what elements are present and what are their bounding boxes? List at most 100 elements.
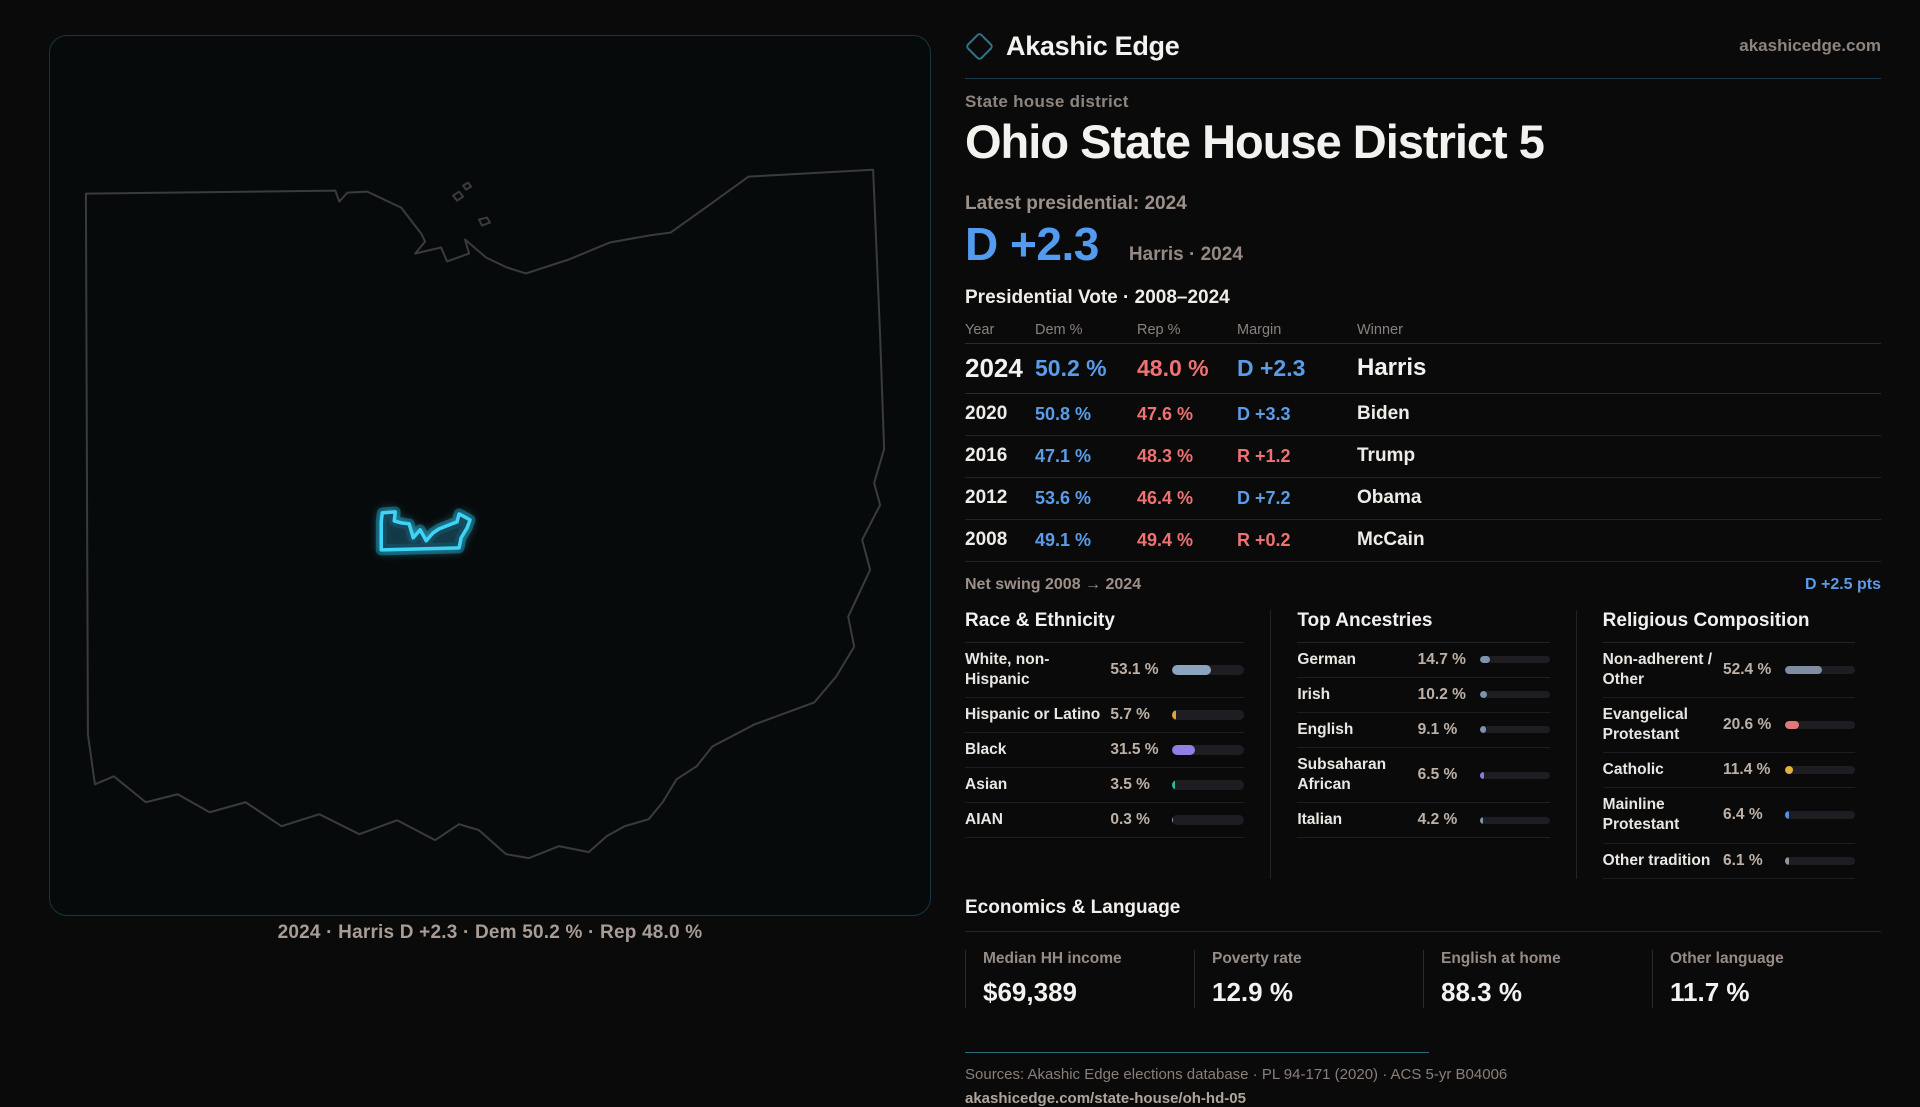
bar-track	[1172, 710, 1244, 720]
stat-row: Hispanic or Latino 5.7 %	[965, 698, 1244, 733]
latest-label: Latest presidential: 2024	[965, 193, 1881, 215]
cell-year: 2016	[965, 445, 1035, 467]
bar-fill	[1480, 691, 1487, 698]
bar-fill	[1172, 745, 1195, 755]
cell-dem: 49.1 %	[1035, 530, 1137, 551]
cell-winner: McCain	[1357, 529, 1881, 551]
cell-dem: 53.6 %	[1035, 488, 1137, 509]
bar-fill	[1785, 721, 1799, 729]
net-swing-label: Net swing 2008 → 2024	[965, 576, 1141, 594]
ohio-map	[50, 36, 930, 915]
table-header-row: Year Dem % Rep % Margin Winner	[965, 317, 1881, 344]
kicker: State house district	[965, 92, 1881, 112]
bar-track	[1785, 857, 1855, 865]
brand-row: Akashic Edge akashicedge.com	[965, 28, 1881, 64]
cell-dem: 50.2 %	[1035, 355, 1137, 382]
table-row: 2008 49.1 % 49.4 % R +0.2 McCain	[965, 520, 1881, 562]
col-margin: Margin	[1237, 322, 1357, 338]
headline-context: Harris · 2024	[1129, 244, 1243, 266]
cell-winner: Harris	[1357, 354, 1881, 382]
net-swing-value: D +2.5 pts	[1805, 576, 1881, 594]
col-dem: Dem %	[1035, 322, 1137, 338]
cell-winner: Biden	[1357, 403, 1881, 425]
stat-row: Irish 10.2 %	[1297, 678, 1549, 713]
table-row: 2012 53.6 % 46.4 % D +7.2 Obama	[965, 478, 1881, 520]
cell-rep: 48.3 %	[1137, 446, 1237, 467]
stat-row: Mainline Protestant 6.4 %	[1603, 788, 1855, 843]
bar-fill	[1172, 710, 1176, 720]
brand: Akashic Edge	[965, 31, 1179, 62]
table-row: 2020 50.8 % 47.6 % D +3.3 Biden	[965, 394, 1881, 436]
diamond-logo-icon	[965, 31, 995, 61]
economics-grid: Median HH income $69,389 Poverty rate 12…	[965, 950, 1881, 1008]
bar-track	[1480, 691, 1550, 698]
bar-track	[1172, 780, 1244, 790]
bar-fill	[1785, 766, 1793, 774]
cell-margin: D +3.3	[1237, 404, 1357, 425]
brand-site-link[interactable]: akashicedge.com	[1739, 36, 1881, 56]
religion-heading: Religious Composition	[1603, 610, 1855, 632]
race-column: Race & Ethnicity White, non-Hispanic 53.…	[965, 610, 1270, 879]
economics-heading: Economics & Language	[965, 897, 1881, 919]
stat-other-language: Other language 11.7 %	[1652, 950, 1881, 1008]
bar-track	[1480, 726, 1550, 733]
stat-row: White, non-Hispanic 53.1 %	[965, 643, 1244, 698]
bar-fill	[1785, 857, 1789, 865]
bar-track	[1785, 811, 1855, 819]
race-heading: Race & Ethnicity	[965, 610, 1244, 632]
stat-poverty-rate: Poverty rate 12.9 %	[1194, 950, 1423, 1008]
cell-rep: 46.4 %	[1137, 488, 1237, 509]
stat-row: Catholic 11.4 %	[1603, 753, 1855, 788]
religion-column: Religious Composition Non-adherent / Oth…	[1576, 610, 1881, 879]
headline: D +2.3 Harris · 2024	[965, 217, 1881, 271]
map-caption: 2024 · Harris D +2.3 · Dem 50.2 % · Rep …	[49, 922, 931, 944]
bar-fill	[1172, 780, 1175, 790]
cell-margin: D +2.3	[1237, 355, 1357, 382]
demographics-grid: Race & Ethnicity White, non-Hispanic 53.…	[965, 610, 1881, 879]
bar-fill	[1785, 666, 1822, 674]
stat-row: Italian 4.2 %	[1297, 803, 1549, 838]
table-title: Presidential Vote · 2008–2024	[965, 287, 1881, 309]
bar-track	[1480, 817, 1550, 824]
col-year: Year	[965, 322, 1035, 338]
stat-row: English 9.1 %	[1297, 713, 1549, 748]
bar-fill	[1480, 656, 1490, 663]
lake-erie-islands	[453, 183, 490, 226]
ohio-outline	[86, 170, 884, 858]
brand-name: Akashic Edge	[1006, 31, 1179, 62]
cell-winner: Trump	[1357, 445, 1881, 467]
bar-track	[1785, 721, 1855, 729]
col-winner: Winner	[1357, 322, 1881, 338]
cell-year: 2012	[965, 487, 1035, 509]
headline-margin: D +2.3	[965, 217, 1099, 271]
net-swing: Net swing 2008 → 2024 D +2.5 pts	[965, 562, 1881, 594]
bar-track	[1172, 815, 1244, 825]
stat-row: Non-adherent / Other 52.4 %	[1603, 643, 1855, 698]
table-row: 2016 47.1 % 48.3 % R +1.2 Trump	[965, 436, 1881, 478]
bar-track	[1172, 745, 1244, 755]
stat-row: Evangelical Protestant 20.6 %	[1603, 698, 1855, 753]
cell-margin: R +1.2	[1237, 446, 1357, 467]
bar-fill	[1480, 817, 1483, 824]
cell-dem: 50.8 %	[1035, 404, 1137, 425]
ancestry-heading: Top Ancestries	[1297, 610, 1549, 632]
stat-row: Other tradition 6.1 %	[1603, 844, 1855, 879]
cell-margin: R +0.2	[1237, 530, 1357, 551]
cell-rep: 47.6 %	[1137, 404, 1237, 425]
footer-divider	[965, 1052, 1429, 1053]
ancestry-column: Top Ancestries German 14.7 % Irish 10.2 …	[1270, 610, 1575, 879]
stat-median-income: Median HH income $69,389	[965, 950, 1194, 1008]
stat-row: AIAN 0.3 %	[965, 803, 1244, 838]
cell-rep: 49.4 %	[1137, 530, 1237, 551]
bar-fill	[1480, 772, 1485, 779]
cell-year: 2008	[965, 529, 1035, 551]
stat-row: Asian 3.5 %	[965, 768, 1244, 803]
economics-divider	[965, 931, 1881, 932]
cell-margin: D +7.2	[1237, 488, 1357, 509]
footer-url-link[interactable]: akashicedge.com/state-house/oh-hd-05	[965, 1090, 1881, 1107]
bar-track	[1172, 665, 1244, 675]
bar-track	[1785, 766, 1855, 774]
presidential-vote-table: Year Dem % Rep % Margin Winner 2024 50.2…	[965, 317, 1881, 562]
cell-winner: Obama	[1357, 487, 1881, 509]
bar-fill	[1172, 665, 1210, 675]
